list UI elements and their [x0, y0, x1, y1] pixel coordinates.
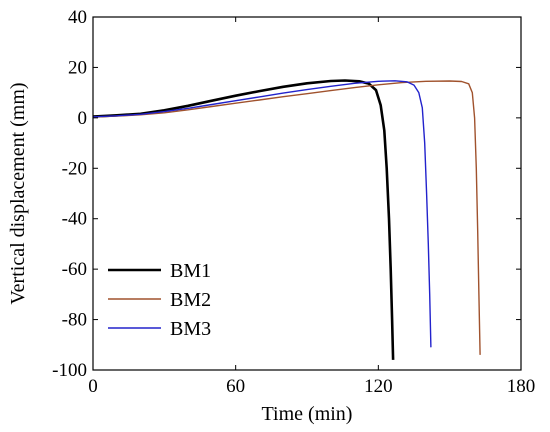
x-tick-label: 60 [226, 376, 245, 397]
legend-label-bm2: BM2 [170, 289, 211, 311]
series-layer [92, 79, 481, 360]
x-tick-label: 0 [88, 376, 98, 397]
y-tick-label: 0 [78, 108, 88, 129]
x-axis-label: Time (min) [262, 403, 353, 425]
series-line-bm2 [92, 80, 481, 355]
x-axis: 0 60 120 180 [88, 17, 535, 397]
x-tick-label: 120 [364, 376, 393, 397]
y-axis-label: Vertical displacement (mm) [7, 82, 29, 304]
x-tick-label: 180 [507, 376, 536, 397]
y-tick-label: -40 [62, 209, 87, 230]
y-tick-label: -20 [62, 158, 87, 179]
legend-label-bm3: BM3 [170, 318, 211, 340]
y-tick-label: -60 [62, 259, 87, 280]
series-line-bm3 [92, 80, 432, 348]
y-tick-label: -100 [52, 360, 87, 381]
legend-label-bm1: BM1 [170, 260, 211, 282]
y-axis: 40 20 0 -20 -40 -60 -80 -100 [52, 7, 521, 381]
y-tick-label: 20 [68, 57, 87, 78]
y-tick-label: -80 [62, 310, 87, 331]
series-line-bm1 [92, 79, 395, 360]
plot-frame [92, 16, 522, 371]
y-tick-label: 40 [68, 7, 87, 28]
legend: BM1 BM2 BM3 [108, 260, 211, 340]
